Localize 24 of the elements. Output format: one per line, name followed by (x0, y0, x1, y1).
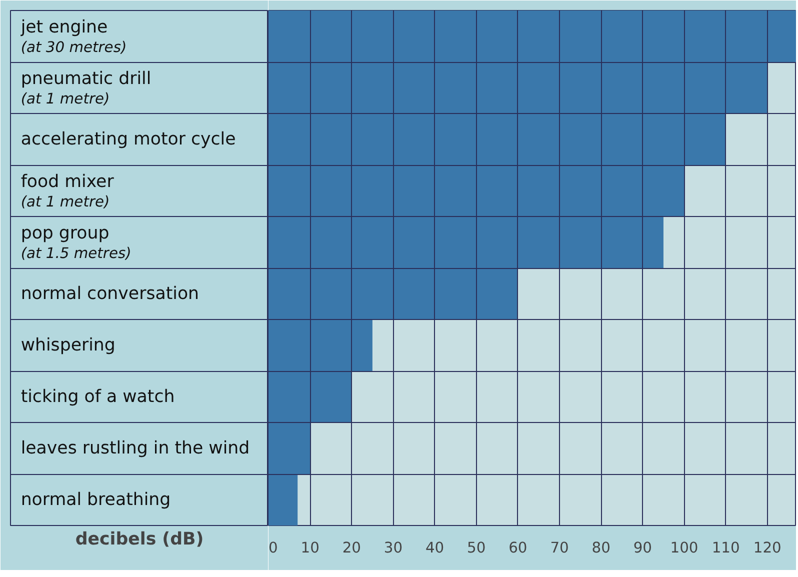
y-tick-label: leaves rustling in the wind (20, 438, 250, 458)
x-tick-label: 30 (384, 540, 403, 556)
x-tick-label: 60 (508, 540, 528, 556)
x-tick-label: 100 (670, 540, 698, 556)
x-axis-title: decibels (dB) (75, 530, 204, 550)
x-tick-label: 120 (753, 540, 782, 556)
category-label: food mixer (at 1 metre) (20, 172, 114, 211)
y-tick-label: normal breathing (20, 490, 171, 510)
category-label: pneumatic drill (at 1 metre) (20, 68, 152, 108)
category-label: jet engine (at 30 metres) (20, 17, 127, 56)
x-tick-label: 50 (467, 540, 486, 556)
x-tick-label: 40 (425, 540, 444, 556)
x-tick-label: 0 (268, 540, 278, 556)
x-tick-label: 70 (550, 540, 569, 556)
y-tick-label: ticking of a watch (20, 386, 175, 407)
x-tick-label: 20 (342, 540, 361, 556)
x-tick-label: 10 (300, 540, 320, 556)
y-tick-label: normal conversation (20, 284, 200, 304)
y-tick-label: accelerating motor cycle (20, 129, 236, 150)
x-tick-label: 110 (712, 540, 740, 556)
x-tick-label: 90 (633, 540, 652, 556)
x-tick-label: 80 (592, 540, 610, 556)
y-tick-label: whispering (20, 335, 116, 356)
category-label: pop group (at 1.5 metres) (20, 223, 132, 262)
